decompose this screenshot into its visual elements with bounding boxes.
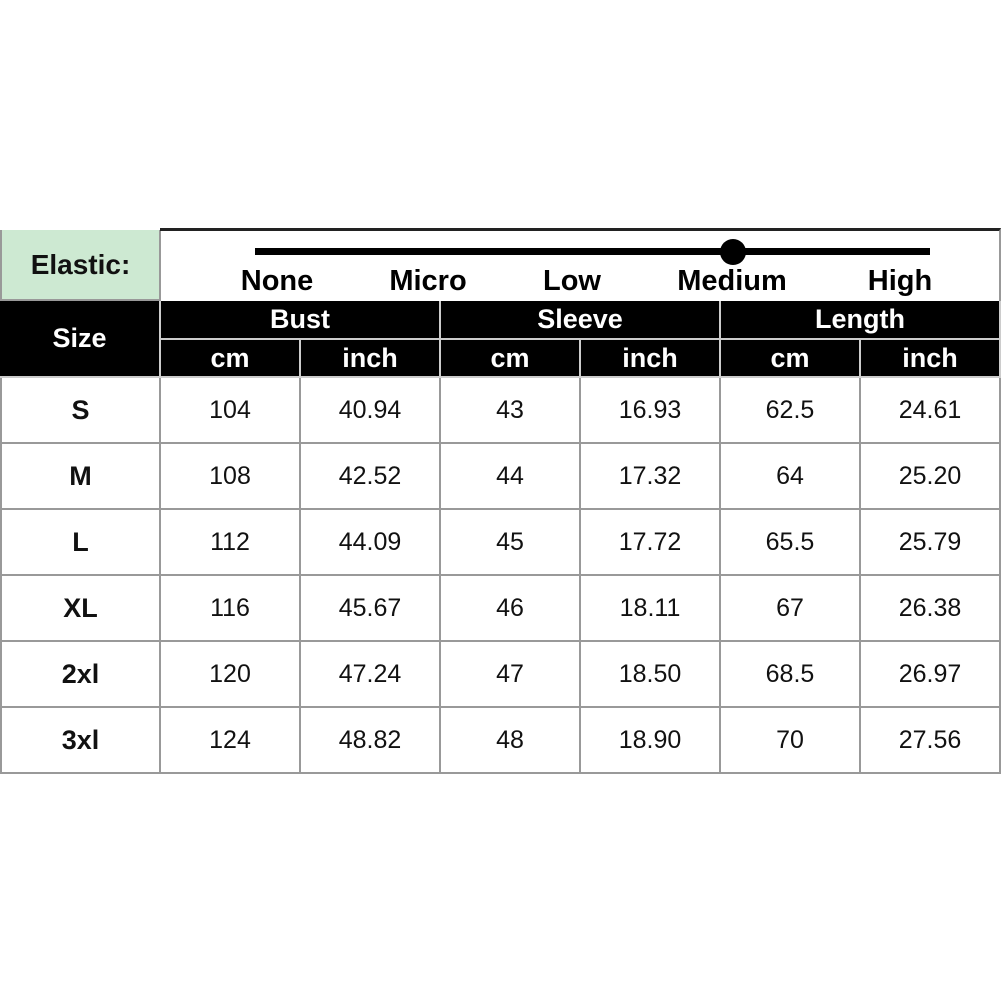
- table-cell: 44.09: [301, 510, 441, 576]
- size-label: XL: [0, 576, 161, 642]
- table-cell: 45.67: [301, 576, 441, 642]
- table-cell: 45: [441, 510, 581, 576]
- header-unit-inch: inch: [581, 340, 721, 378]
- table-cell: 70: [721, 708, 861, 774]
- header-unit-inch: inch: [861, 340, 1001, 378]
- table-cell: 40.94: [301, 378, 441, 444]
- table-cell: 46: [441, 576, 581, 642]
- header-unit-cm: cm: [721, 340, 861, 378]
- size-label: M: [0, 444, 161, 510]
- table-cell: 44: [441, 444, 581, 510]
- header-unit-cm: cm: [161, 340, 301, 378]
- table-row: S 104 40.94 43 16.93 62.5 24.61: [0, 378, 1001, 444]
- header-size: Size: [0, 301, 161, 378]
- table-cell: 62.5: [721, 378, 861, 444]
- table-row: M 108 42.52 44 17.32 64 25.20: [0, 444, 1001, 510]
- table-cell: 65.5: [721, 510, 861, 576]
- table-cell: 18.90: [581, 708, 721, 774]
- header-bust: Bust: [161, 301, 441, 340]
- table-cell: 26.97: [861, 642, 1001, 708]
- table-cell: 16.93: [581, 378, 721, 444]
- size-label: S: [0, 378, 161, 444]
- table-cell: 25.20: [861, 444, 1001, 510]
- elastic-level-high: High: [867, 265, 933, 297]
- table-cell: 18.50: [581, 642, 721, 708]
- table-cell: 68.5: [721, 642, 861, 708]
- elastic-scale-bar: [255, 248, 930, 255]
- size-label: 2xl: [0, 642, 161, 708]
- table-row: XL 116 45.67 46 18.11 67 26.38: [0, 576, 1001, 642]
- elastic-scale: None Micro Low Medium High: [160, 228, 1001, 301]
- table-cell: 25.79: [861, 510, 1001, 576]
- table-cell: 27.56: [861, 708, 1001, 774]
- table-cell: 24.61: [861, 378, 1001, 444]
- table-cell: 47.24: [301, 642, 441, 708]
- table-cell: 124: [161, 708, 301, 774]
- elastic-level-micro: Micro: [389, 265, 467, 297]
- size-chart-table: Elastic: None Micro Low Medium High Size…: [0, 228, 1001, 774]
- table-cell: 64: [721, 444, 861, 510]
- table-row: 2xl 120 47.24 47 18.50 68.5 26.97: [0, 642, 1001, 708]
- header-unit-inch: inch: [301, 340, 441, 378]
- table-cell: 104: [161, 378, 301, 444]
- table-cell: 48: [441, 708, 581, 774]
- header-length: Length: [721, 301, 1001, 340]
- elastic-indicator-dot: [720, 239, 746, 265]
- table-cell: 116: [161, 576, 301, 642]
- size-label: 3xl: [0, 708, 161, 774]
- table-cell: 112: [161, 510, 301, 576]
- table-cell: 18.11: [581, 576, 721, 642]
- table-cell: 67: [721, 576, 861, 642]
- table-row: L 112 44.09 45 17.72 65.5 25.79: [0, 510, 1001, 576]
- table-cell: 120: [161, 642, 301, 708]
- size-label: L: [0, 510, 161, 576]
- table-cell: 17.72: [581, 510, 721, 576]
- header-unit-cm: cm: [441, 340, 581, 378]
- elastic-level-low: Low: [543, 265, 601, 297]
- table-row: 3xl 124 48.82 48 18.90 70 27.56: [0, 708, 1001, 774]
- elastic-level-medium: Medium: [677, 265, 787, 297]
- table-cell: 26.38: [861, 576, 1001, 642]
- elastic-level-none: None: [240, 265, 314, 297]
- table-cell: 108: [161, 444, 301, 510]
- table-cell: 43: [441, 378, 581, 444]
- table-cell: 17.32: [581, 444, 721, 510]
- table-cell: 48.82: [301, 708, 441, 774]
- table-cell: 42.52: [301, 444, 441, 510]
- elastic-label: Elastic:: [0, 230, 161, 301]
- header-sleeve: Sleeve: [441, 301, 721, 340]
- table-cell: 47: [441, 642, 581, 708]
